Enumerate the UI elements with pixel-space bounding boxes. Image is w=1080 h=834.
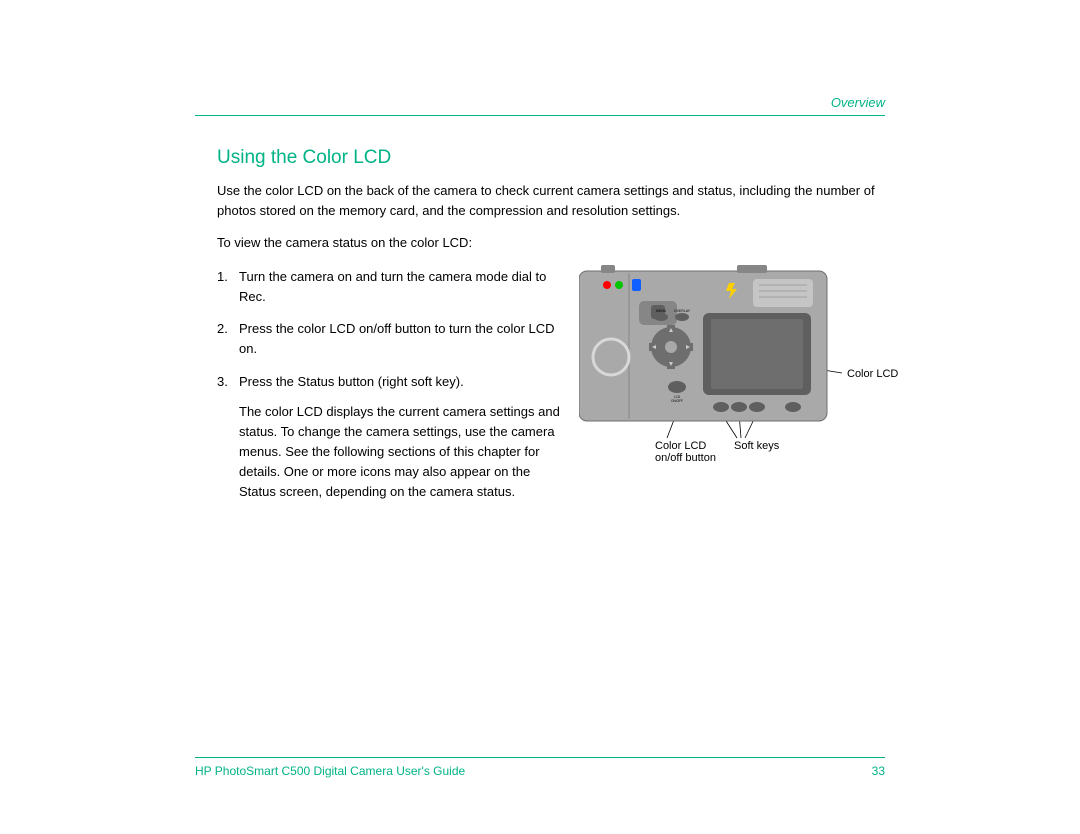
overlay-label: OVERLAY: [674, 309, 691, 313]
divider-bottom: [195, 757, 885, 758]
page-footer: HP PhotoSmart C500 Digital Camera User's…: [195, 757, 885, 778]
intro-paragraph: Use the color LCD on the back of the cam…: [217, 181, 885, 220]
text: button (right soft key).: [334, 374, 463, 389]
step-number: 2.: [217, 319, 239, 359]
step-number: 1.: [217, 267, 239, 307]
text: Press the: [239, 321, 298, 336]
footer-guide-title: HP PhotoSmart C500 Digital Camera User's…: [195, 764, 465, 778]
step-body: Press the Status button (right soft key)…: [239, 372, 562, 503]
button-name: Status: [298, 374, 335, 389]
step-detail: The color LCD displays the current camer…: [239, 404, 560, 500]
steps-list: 1. Turn the camera on and turn the camer…: [217, 267, 562, 514]
button-name: color LCD on/off: [298, 321, 392, 336]
camera-figure: MENU OVERLAY LCD ON/OFF Color LCD Color …: [579, 265, 911, 475]
step-body: Press the color LCD on/off button to tur…: [239, 319, 562, 359]
step-1: 1. Turn the camera on and turn the camer…: [217, 267, 562, 307]
callout-onoff: Color LCD on/off button: [655, 440, 725, 464]
lcd-onoff-label2: ON/OFF: [671, 399, 683, 403]
header-section-label: Overview: [831, 95, 885, 110]
callout-color-lcd: Color LCD: [847, 368, 898, 380]
text: Turn the camera on and turn the camera m…: [239, 269, 546, 284]
step-number: 3.: [217, 372, 239, 503]
mode-rec: Rec: [239, 289, 262, 304]
subhead: To view the camera status on the color L…: [217, 235, 472, 250]
text: .: [262, 289, 266, 304]
callout-softkeys: Soft keys: [734, 440, 779, 452]
text: Press the: [239, 374, 298, 389]
footer-page-number: 33: [872, 764, 885, 778]
step-3: 3. Press the Status button (right soft k…: [217, 372, 562, 503]
menu-label: MENU: [656, 309, 667, 313]
section-heading: Using the Color LCD: [217, 147, 391, 169]
step-body: Turn the camera on and turn the camera m…: [239, 267, 562, 307]
step-2: 2. Press the color LCD on/off button to …: [217, 319, 562, 359]
divider-top: [195, 115, 885, 116]
